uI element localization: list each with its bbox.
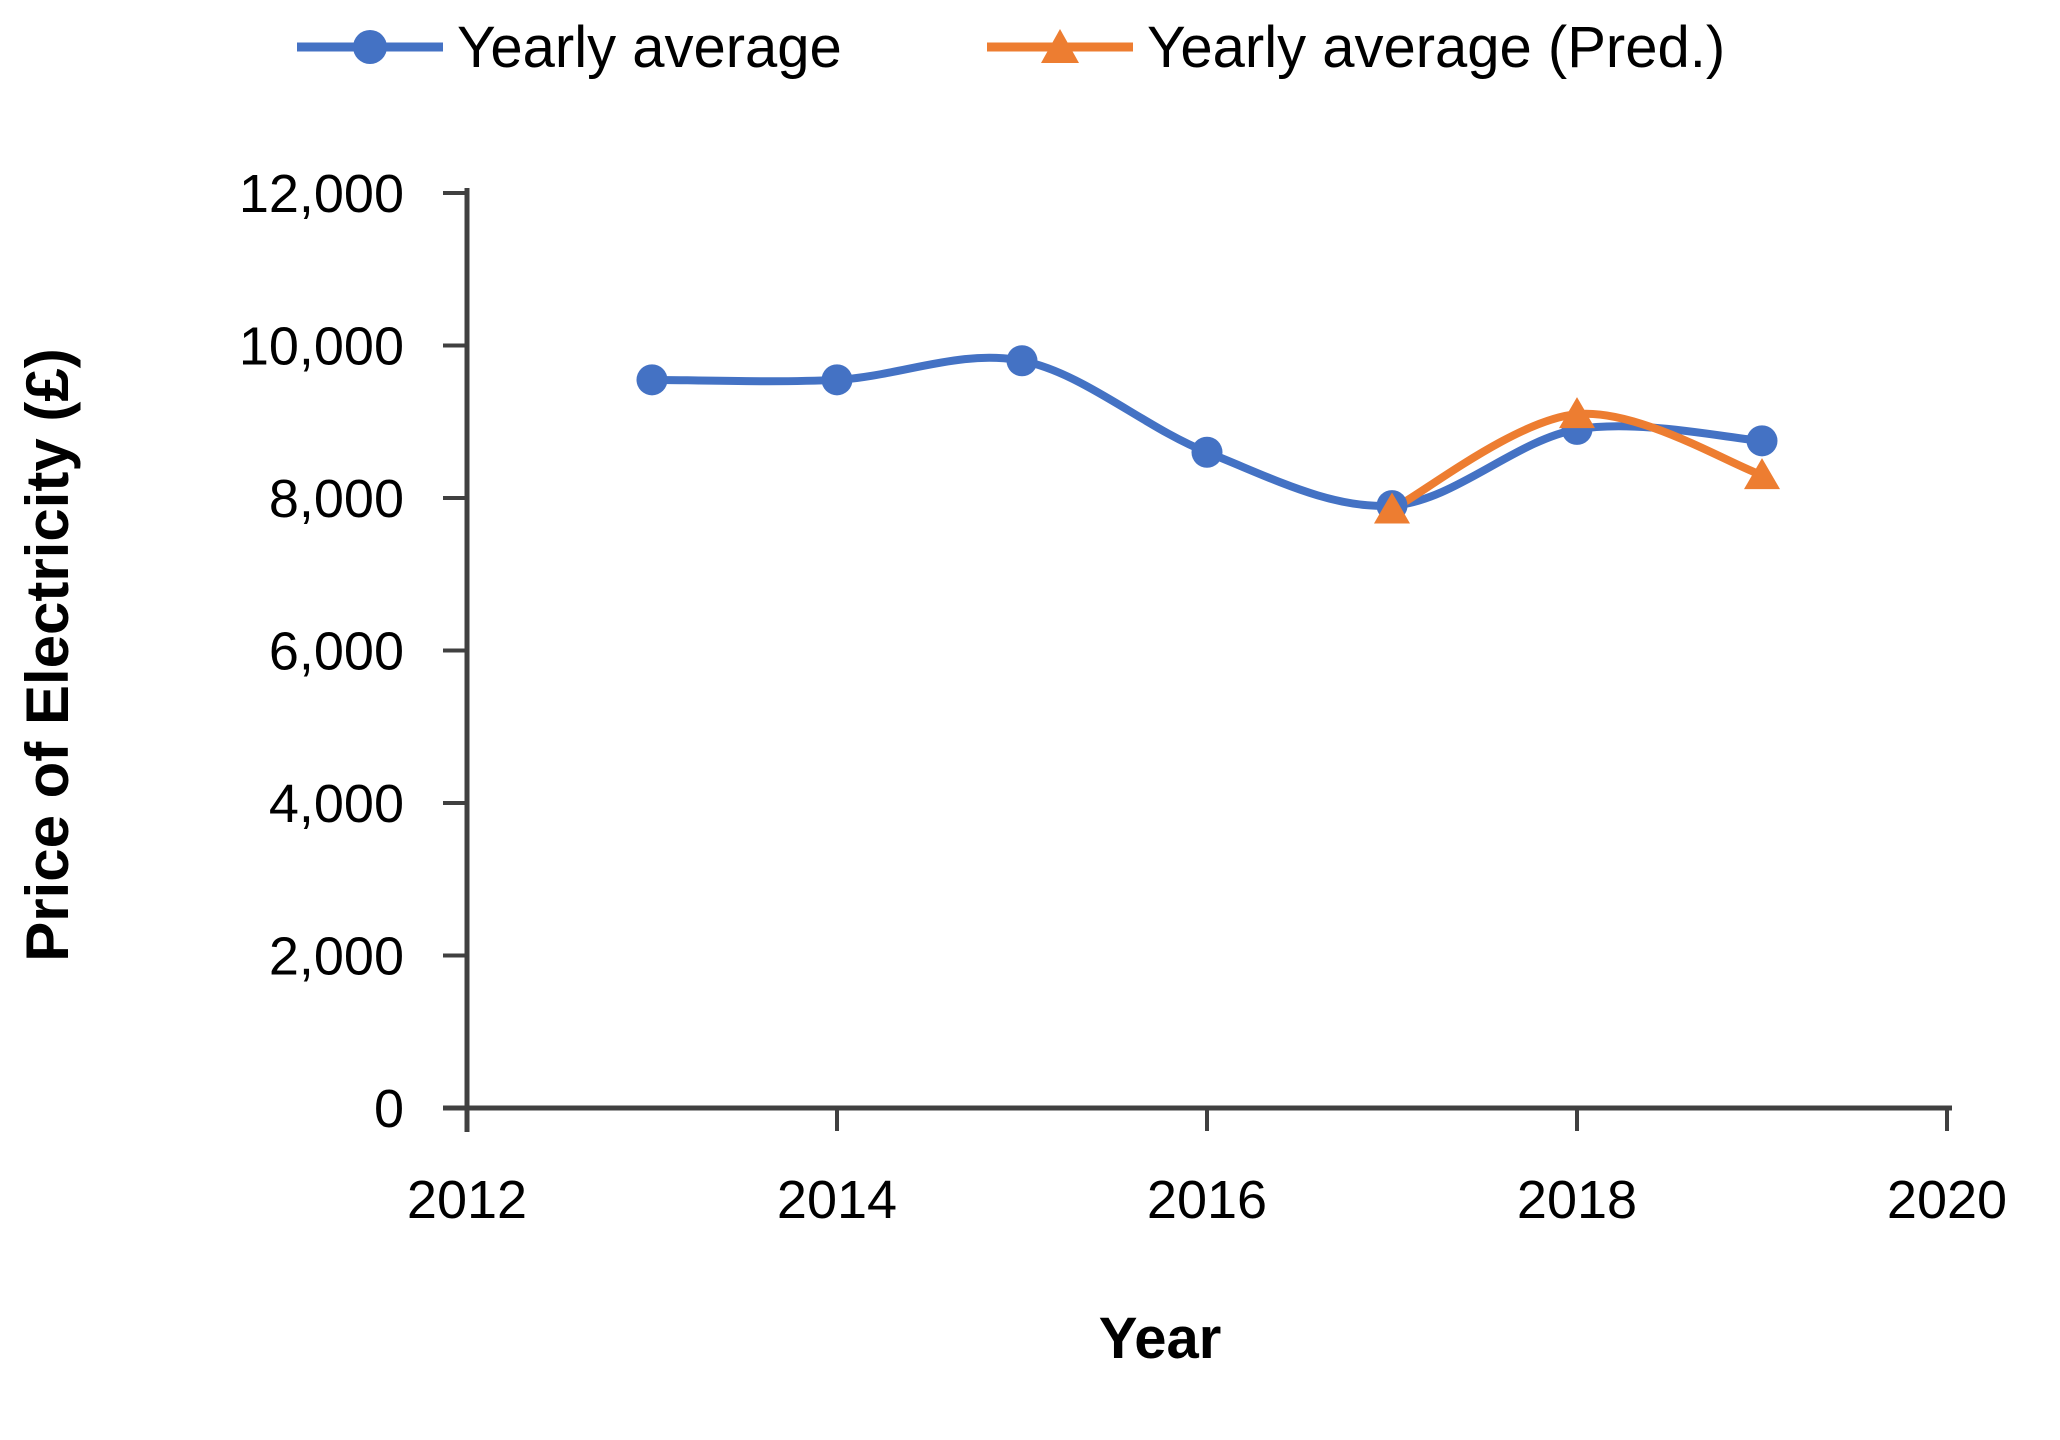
legend: Yearly average Yearly average (Pred.) [0,12,2060,82]
data-point-circle [1191,436,1223,468]
legend-item-yearly-average-pred: Yearly average (Pred.) [985,12,1725,82]
data-point-circle [821,364,853,396]
x-tick-label: 2020 [1887,1170,2007,1230]
y-axis-title: Price of Electricity (£) [14,348,81,962]
data-point-circle [1746,425,1778,457]
x-tick-label: 2018 [1517,1170,1637,1230]
line-triangle-marker-icon [987,29,1133,63]
legend-item-yearly-average: Yearly average [295,12,842,82]
data-point-circle [1006,345,1038,377]
data-point-triangle [1374,492,1410,524]
x-axis-title: Year [1098,1306,1222,1371]
y-tick-label: 10,000 [239,317,404,377]
y-tick-label: 8,000 [269,469,404,529]
y-tick-label: 12,000 [239,164,404,224]
data-point-circle [636,364,668,396]
x-tick-label: 2012 [407,1170,527,1230]
data-point-triangle [1744,458,1780,490]
x-tick-label: 2014 [777,1170,897,1230]
series-line-yearly-average [648,353,1766,510]
data-point-triangle [1559,397,1595,429]
x-tick-label: 2016 [1147,1170,1267,1230]
y-tick-label: 6,000 [269,622,404,682]
line-circle-marker-icon [297,30,443,64]
y-tick-label: 2,000 [269,927,404,987]
y-tick-label: 4,000 [269,774,404,834]
legend-label-yearly-average-pred: Yearly average (Pred.) [1147,14,1726,80]
legend-label-yearly-average: Yearly average [457,14,842,80]
y-tick-label: 0 [374,1079,404,1139]
